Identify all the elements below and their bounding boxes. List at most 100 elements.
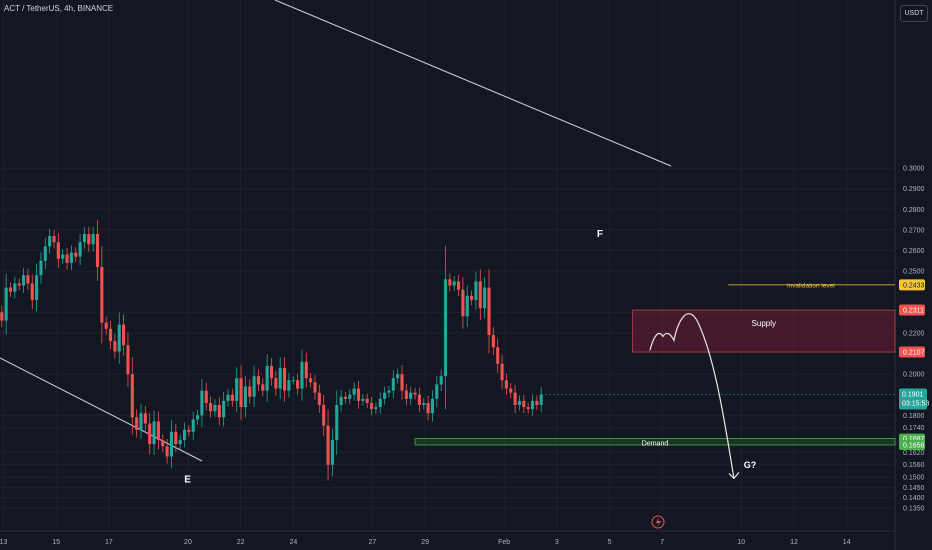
candle-body: [339, 396, 343, 405]
time-tick-label: 15: [52, 539, 60, 546]
candle-body: [474, 281, 478, 300]
candle-body: [313, 382, 317, 393]
upper-trend-line[interactable]: [274, 0, 672, 167]
candle-body: [82, 234, 86, 243]
candle-body: [152, 421, 156, 445]
lower-trend-line[interactable]: [0, 357, 203, 462]
candle-body: [387, 390, 391, 393]
candle-body: [109, 328, 113, 342]
candle-body: [248, 386, 252, 397]
candle-body: [65, 254, 69, 263]
candle-body: [283, 367, 287, 391]
candle-body: [35, 275, 39, 300]
candle-body: [278, 367, 282, 389]
candle-body: [326, 425, 330, 465]
candle-body: [417, 394, 421, 405]
time-tick-label: 29: [421, 539, 429, 546]
candle-body: [104, 322, 108, 329]
candle-body: [74, 252, 78, 257]
candle-body: [304, 361, 308, 379]
time-tick-label: 24: [289, 539, 297, 546]
candle-body: [269, 365, 274, 379]
candle-body: [300, 361, 304, 389]
candle-body: [383, 392, 387, 399]
projection-path[interactable]: [649, 313, 735, 479]
candle-body: [404, 390, 408, 399]
candle-body: [239, 378, 243, 408]
time-tick-label: 27: [369, 539, 377, 546]
currency-button[interactable]: USDT: [900, 5, 928, 22]
candle-body: [148, 423, 152, 445]
candle-body: [287, 380, 291, 391]
candle-body: [409, 392, 413, 399]
price-tick-label: 0.2800: [903, 207, 925, 214]
time-tick-label: 22: [237, 539, 245, 546]
current-price-tag: 0.1901 03:15:53: [899, 388, 929, 410]
supply-zone[interactable]: [632, 309, 896, 353]
candle-body: [91, 234, 95, 245]
supply-label: Supply: [752, 319, 776, 328]
supply-top-price-text: 0.2311: [903, 308, 924, 315]
price-tick-label: 0.2600: [903, 248, 925, 255]
candle-body: [448, 279, 452, 286]
candle-body: [230, 394, 234, 401]
candle-body: [274, 378, 278, 389]
candle-body: [265, 365, 269, 391]
candle-body: [356, 388, 361, 401]
candle-body: [217, 405, 221, 418]
candle-body: [174, 431, 178, 445]
candle-body: [243, 386, 247, 408]
time-axis[interactable]: 13 15 17 20 22 24 27 29 Feb 3 5 7 10 12 14: [0, 539, 851, 546]
candle-body: [130, 374, 134, 418]
candle-body: [352, 388, 356, 395]
supply-top-price-tag: 0.2311: [899, 304, 925, 316]
price-tick-label: 0.1450: [903, 485, 925, 492]
price-tick-label: 0.3000: [903, 166, 925, 173]
candle-body: [191, 419, 195, 432]
candles-layer: [0, 220, 543, 481]
demand-bottom-price-tag: 0.1656: [899, 439, 925, 450]
candle-body: [135, 417, 139, 430]
candle-body: [330, 440, 334, 465]
candle-body: [343, 396, 347, 399]
candle-body: [139, 413, 143, 430]
time-tick-label: 14: [843, 539, 851, 546]
candle-body: [196, 415, 200, 420]
candle-body: [8, 287, 13, 292]
candle-body: [396, 374, 400, 379]
candle-body: [113, 341, 117, 352]
symbol-title[interactable]: ACT / TetherUS, 4h, BINANCE: [4, 4, 114, 13]
price-tick-label: 0.1620: [903, 450, 925, 457]
candle-body: [291, 380, 295, 382]
candle-body: [348, 394, 352, 399]
lightning-icon[interactable]: [651, 515, 665, 529]
candle-body: [143, 413, 147, 424]
candle-body: [235, 378, 239, 401]
candle-body: [165, 446, 169, 457]
candle-body: [496, 347, 500, 364]
candle-body: [491, 334, 495, 348]
demand-zone[interactable]: [414, 438, 896, 446]
candle-body: [435, 384, 439, 399]
candle-body: [169, 431, 173, 457]
candle-body: [522, 400, 526, 408]
candle-body: [78, 242, 82, 257]
candle-body: [526, 407, 530, 410]
price-tick-label: 0.1400: [903, 495, 925, 502]
candle-body: [182, 429, 187, 441]
demand-top-price-text: 0.1687: [903, 436, 925, 443]
price-tick-label: 0.1740: [903, 425, 925, 432]
time-tick-label: 13: [0, 539, 7, 546]
candle-body: [517, 400, 521, 405]
invalidation-price-text: 0.2433: [903, 282, 925, 289]
candle-body: [13, 283, 17, 292]
price-tick-label: 0.1800: [903, 413, 925, 420]
candle-body: [39, 260, 43, 276]
demand-bottom-price-text: 0.1656: [903, 442, 925, 449]
candle-body: [43, 246, 47, 261]
price-tick-label: 0.1500: [903, 475, 925, 482]
candle-body: [256, 376, 260, 385]
candle-body: [117, 324, 121, 352]
